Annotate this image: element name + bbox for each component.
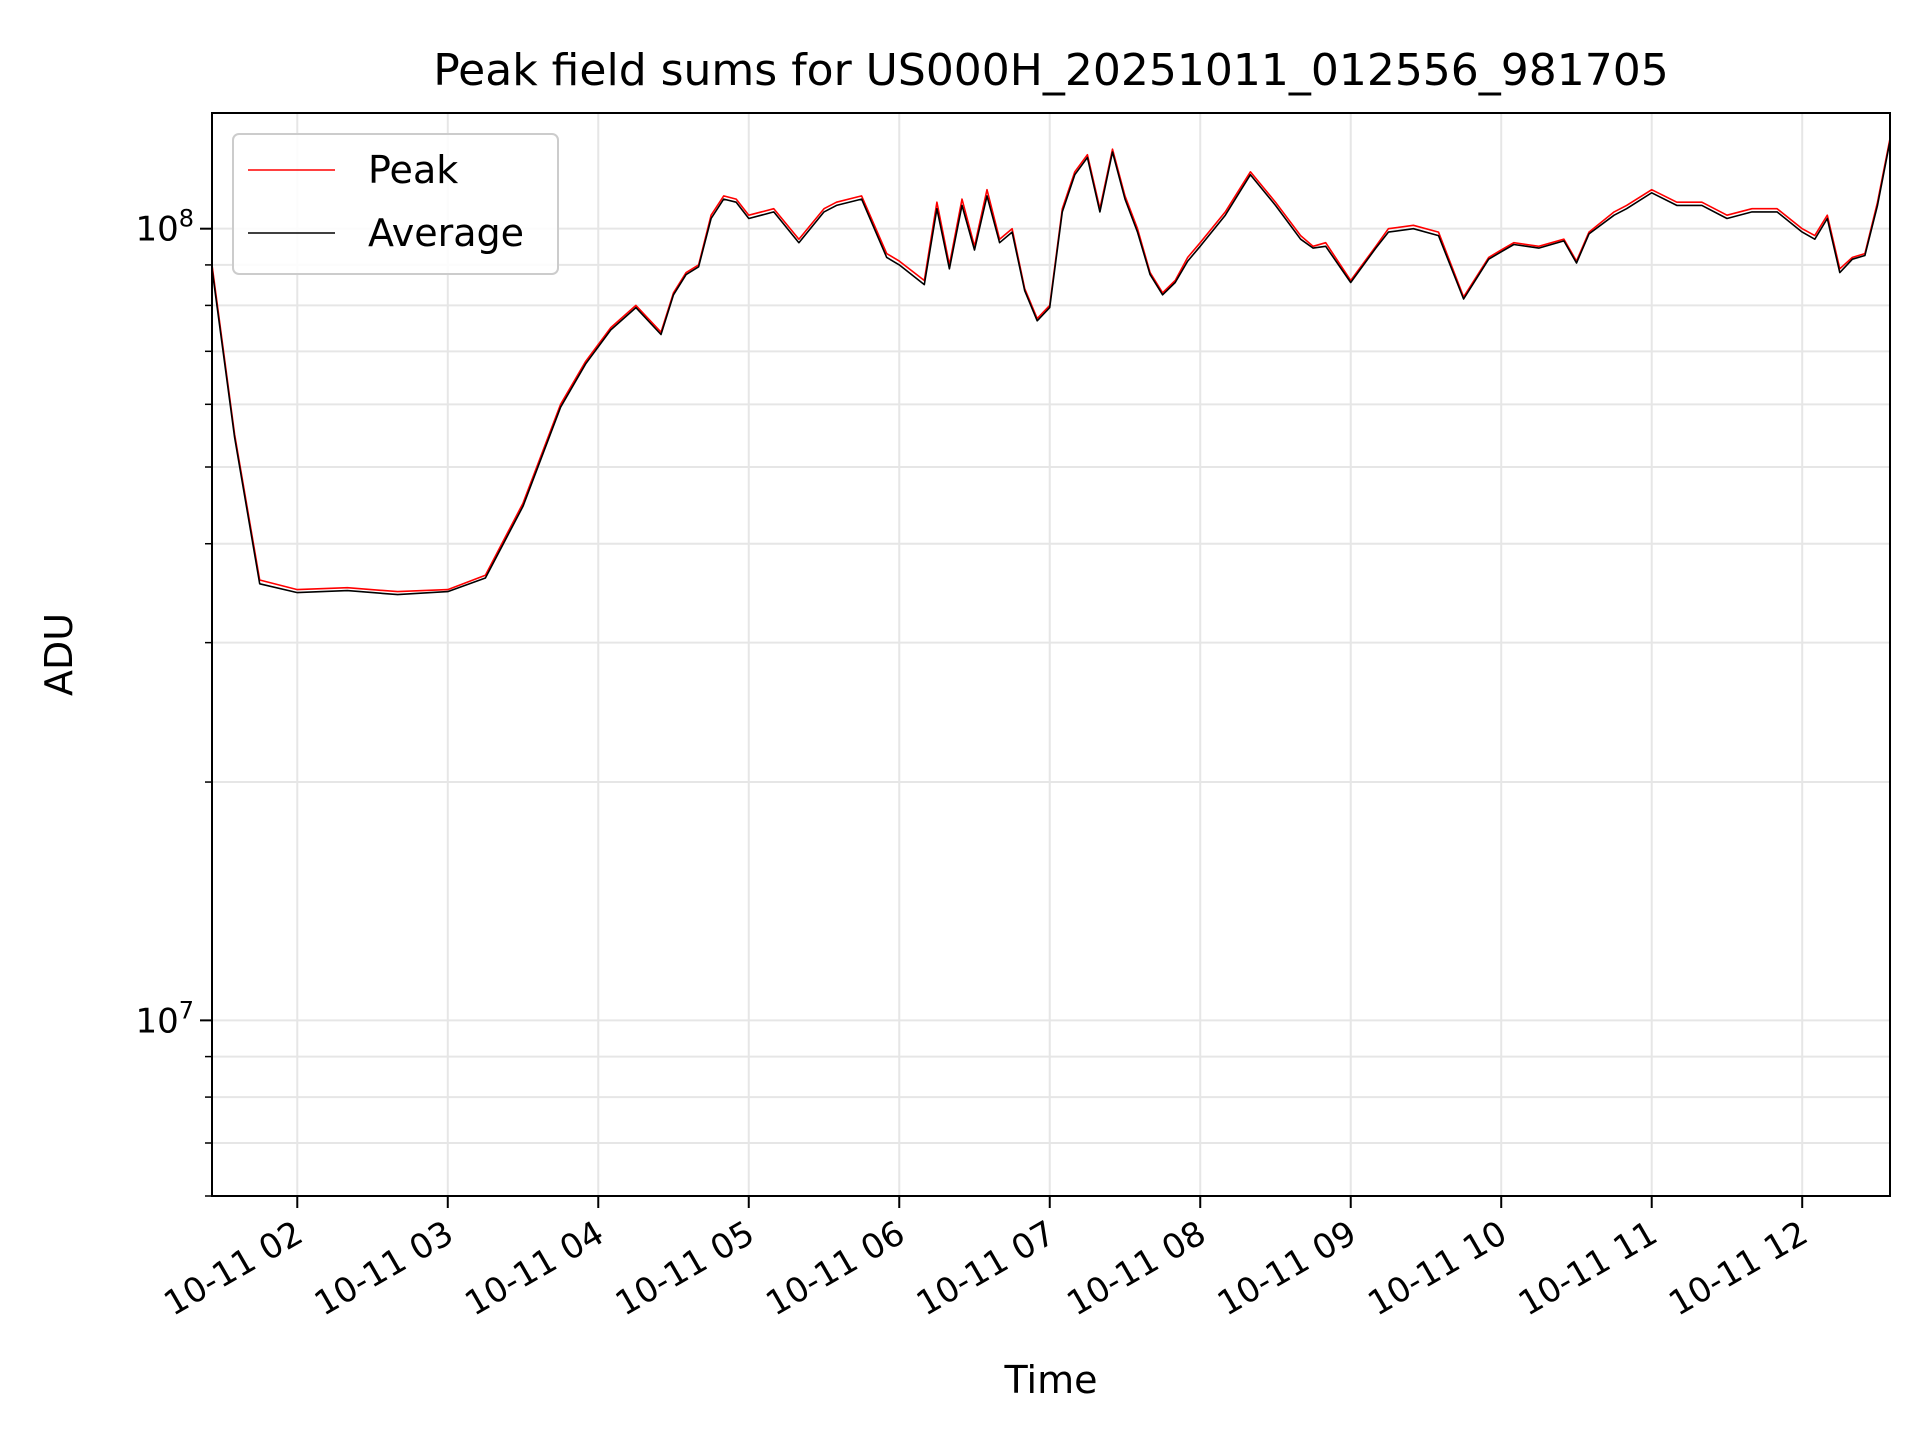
y-axis-label: ADU [37, 613, 81, 696]
legend-label-peak: Peak [368, 148, 458, 192]
y-tick-label: 107 [135, 996, 194, 1041]
chart-title: Peak field sums for US000H_20251011_0125… [433, 45, 1669, 96]
x-axis-label: Time [1004, 1358, 1098, 1402]
legend: Peak Average [232, 133, 559, 275]
series-line-average [211, 140, 1891, 596]
legend-box [232, 133, 559, 275]
series-lines [211, 138, 1891, 596]
plot-frame [211, 112, 1891, 1197]
y-tick-label: 108 [135, 205, 194, 250]
legend-label-average: Average [368, 211, 524, 255]
